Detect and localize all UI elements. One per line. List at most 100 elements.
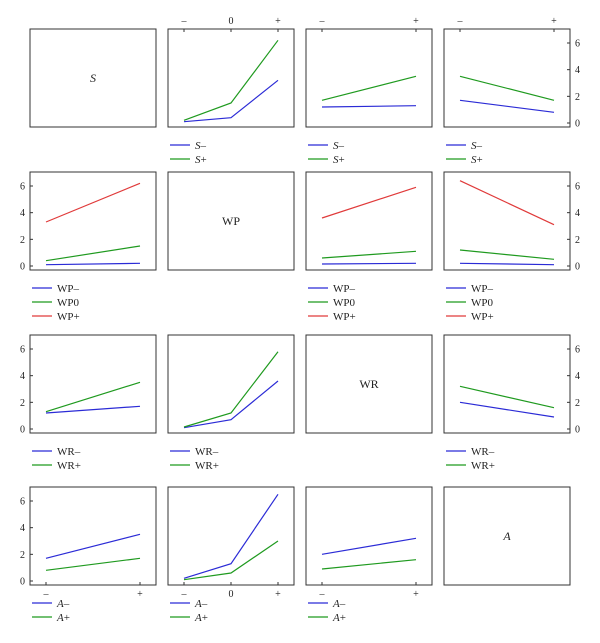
legend-label: A+: [194, 612, 208, 624]
y-tick-label: 2: [575, 235, 580, 246]
series-line-S+: [183, 39, 279, 121]
series-line-A–: [45, 533, 141, 559]
legend-item: WR–: [446, 446, 495, 458]
panel-frame: [443, 171, 571, 271]
panel-frame: [167, 334, 295, 434]
series-line-WR+: [183, 351, 279, 428]
legend-item: S+: [308, 154, 345, 166]
legend-label: S+: [471, 154, 483, 166]
legend-item: A+: [32, 612, 70, 624]
series-line-A–: [183, 493, 279, 579]
legend-item: WP0: [32, 297, 80, 309]
legend-label: WR+: [57, 460, 81, 472]
panel-r1c3: 0 2 4 6 WP– WP0 WP+: [443, 171, 580, 323]
variable-label: A: [502, 529, 511, 543]
y-tick-label: 6: [575, 182, 580, 193]
y-tick-label: 0: [20, 262, 25, 273]
panel-frame: [29, 28, 157, 128]
panel-r0c2: – + S– S+: [305, 16, 433, 166]
panel-frame: [305, 171, 433, 271]
legend-item: WP+: [446, 311, 494, 323]
series-line-WR–: [183, 380, 279, 429]
y-tick-label: 4: [20, 523, 25, 534]
legend-item: A–: [308, 598, 346, 610]
x-tick-label: +: [275, 589, 281, 600]
legend-label: WP+: [57, 311, 80, 323]
panel-r1c2: WP– WP0 WP+: [305, 171, 433, 323]
series-line-A+: [321, 559, 417, 570]
y-tick-label: 6: [20, 497, 25, 508]
legend-label: S–: [471, 140, 483, 152]
panel-frame: [29, 171, 157, 271]
legend-label: S+: [333, 154, 345, 166]
x-tick-label: –: [319, 16, 326, 27]
series-line-S–: [459, 99, 555, 113]
legend-item: A+: [170, 612, 208, 624]
legend-item: A–: [32, 598, 70, 610]
x-tick-label: –: [319, 589, 326, 600]
panel-r3c3: A: [443, 486, 571, 586]
series-line-WP0: [321, 250, 417, 259]
x-tick-label: 0: [229, 589, 234, 600]
legend-label: A+: [332, 612, 346, 624]
panel-r3c2: – + A– A+: [305, 486, 433, 624]
legend-label: WR–: [195, 446, 219, 458]
y-tick-label: 2: [20, 550, 25, 561]
legend-label: A+: [56, 612, 70, 624]
legend-label: WR+: [471, 460, 495, 472]
x-tick-label: –: [457, 16, 464, 27]
y-tick-label: 0: [20, 425, 25, 436]
legend-label: A–: [194, 598, 208, 610]
y-tick-label: 0: [575, 425, 580, 436]
series-line-A+: [183, 540, 279, 581]
legend-item: WP+: [308, 311, 356, 323]
variable-label: S: [90, 71, 96, 85]
legend-item: WP0: [446, 297, 494, 309]
x-tick-label: +: [551, 16, 557, 27]
series-line-WR+: [45, 381, 141, 413]
panel-frame: [167, 486, 295, 586]
legend-item: WR+: [170, 460, 219, 472]
legend-label: S+: [195, 154, 207, 166]
series-line-S+: [321, 75, 417, 101]
x-tick-label: –: [181, 16, 188, 27]
panel-r3c1: – 0 + A– A+: [167, 486, 295, 624]
y-tick-label: 2: [575, 398, 580, 409]
x-tick-label: –: [181, 589, 188, 600]
legend-label: WP–: [333, 283, 356, 295]
y-tick-label: 4: [575, 371, 580, 382]
series-line-WP–: [459, 262, 555, 266]
y-tick-label: 6: [20, 182, 25, 193]
y-tick-label: 0: [575, 119, 580, 130]
y-tick-label: 4: [20, 208, 25, 219]
x-tick-label: +: [413, 16, 419, 27]
panel-r3c0: – +0 2 4 6 A– A+: [20, 486, 157, 624]
legend-item: S+: [446, 154, 483, 166]
series-line-WP0: [459, 249, 555, 260]
legend-item: WP–: [308, 283, 356, 295]
y-tick-label: 4: [575, 65, 580, 76]
legend-item: S–: [308, 140, 345, 152]
series-line-A+: [45, 557, 141, 571]
legend-item: S+: [170, 154, 207, 166]
x-tick-label: 0: [229, 16, 234, 27]
series-line-WP–: [45, 262, 141, 266]
series-line-WP0: [45, 245, 141, 262]
x-tick-label: +: [137, 589, 143, 600]
panel-r0c3: – +0 2 4 6 S– S+: [443, 16, 580, 166]
variable-label: WP: [222, 214, 240, 228]
variable-label: WR: [359, 377, 378, 391]
panel-r0c0: S: [29, 28, 157, 128]
panel-r2c1: WR– WR+: [167, 334, 295, 472]
panel-r1c0: 0 2 4 6 WP– WP0 WP+: [20, 171, 157, 323]
panel-frame: [305, 334, 433, 434]
y-tick-label: 6: [575, 345, 580, 356]
series-line-WP+: [45, 182, 141, 223]
legend-label: WP0: [57, 297, 80, 309]
panel-r2c0: 0 2 4 6 WR– WR+: [20, 334, 157, 472]
x-tick-label: +: [275, 16, 281, 27]
panel-frame: [29, 486, 157, 586]
legend-label: WR+: [195, 460, 219, 472]
panel-r2c2: WR: [305, 334, 433, 434]
